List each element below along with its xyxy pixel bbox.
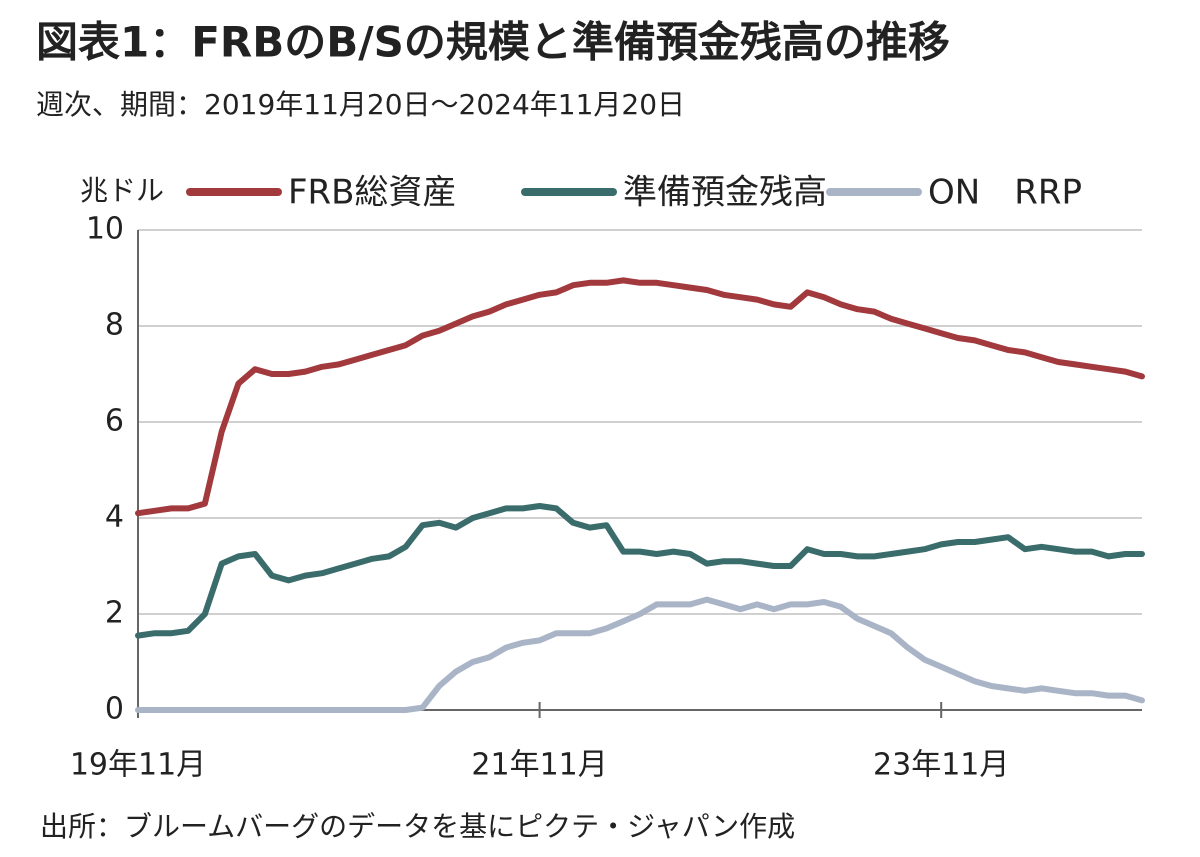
y-tick-label: 8 (105, 308, 124, 343)
y-tick-label: 0 (105, 692, 124, 727)
y-tick-label: 10 (86, 212, 124, 247)
x-tick-label: 23年11月 (873, 748, 1009, 783)
source-note: 出所：ブルームバーグのデータを基にピクテ・ジャパン作成 (40, 810, 795, 843)
legend-label: FRB総資産 (288, 173, 457, 213)
x-tick-label: 21年11月 (471, 748, 607, 783)
chart-subtitle: 週次、期間：2019年11月20日～2024年11月20日 (36, 88, 685, 121)
chart-title: 図表1：FRBのB/Sの規模と準備預金残高の推移 (36, 18, 950, 67)
series-line (135, 596, 1145, 713)
x-tick-label: 19年11月 (70, 748, 206, 783)
legend-label: 準備預金残高 (623, 173, 827, 213)
y-tick-label: 6 (105, 404, 124, 439)
y-axis-label: 兆ドル (80, 174, 164, 207)
y-tick-label: 4 (105, 500, 124, 535)
series-line (135, 503, 1145, 639)
legend-label: ON RRP (928, 173, 1082, 213)
y-tick-label: 2 (105, 596, 124, 631)
series-line (135, 277, 1145, 517)
